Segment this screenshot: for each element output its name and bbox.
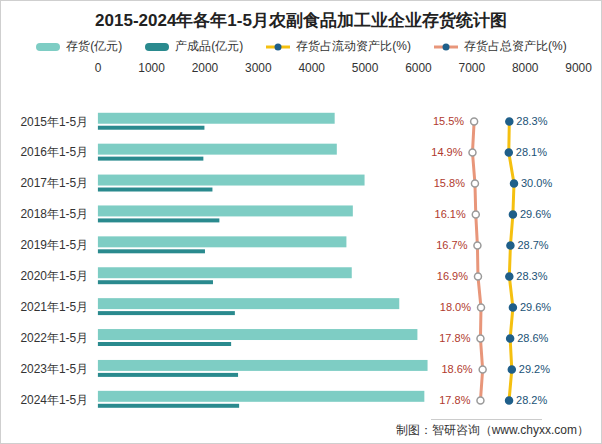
html-text:存货占流动资产比(%): 存货占流动资产比(%)	[296, 39, 411, 53]
svg-text:15.8%: 15.8%	[434, 177, 465, 189]
svg-text:1000: 1000	[138, 61, 165, 75]
svg-text:16.7%: 16.7%	[436, 239, 467, 251]
svg-text:0: 0	[95, 61, 102, 75]
html-text:制图：智研咨询（www.chyxx.com）: 制图：智研咨询（www.chyxx.com）	[395, 423, 589, 437]
svg-text:2022年1-5月: 2022年1-5月	[20, 331, 88, 345]
html-text:产成品(亿元): 产成品(亿元)	[175, 39, 244, 53]
svg-text:28.3%: 28.3%	[516, 270, 547, 282]
svg-text:2020年1-5月: 2020年1-5月	[20, 269, 88, 283]
svg-text:2019年1-5月: 2019年1-5月	[20, 238, 88, 252]
svg-text:16.1%: 16.1%	[435, 208, 466, 220]
svg-text:2015年1-5月: 2015年1-5月	[20, 115, 88, 129]
svg-text:28.6%: 28.6%	[517, 332, 548, 344]
svg-text:8000: 8000	[512, 61, 539, 75]
svg-text:2000: 2000	[192, 61, 219, 75]
svg-text:17.8%: 17.8%	[439, 394, 470, 406]
svg-text:18.6%: 18.6%	[441, 363, 472, 375]
svg-text:4000: 4000	[298, 61, 325, 75]
svg-text:6000: 6000	[405, 61, 432, 75]
svg-text:18.0%: 18.0%	[440, 301, 471, 313]
svg-text:14.9%: 14.9%	[431, 146, 462, 158]
svg-text:5000: 5000	[352, 61, 379, 75]
svg-text:30.0%: 30.0%	[521, 177, 552, 189]
html-text:存货(亿元): 存货(亿元)	[66, 39, 123, 53]
svg-text:28.7%: 28.7%	[517, 239, 548, 251]
svg-text:2018年1-5月: 2018年1-5月	[20, 207, 88, 221]
svg-text:16.9%: 16.9%	[437, 270, 468, 282]
svg-text:28.2%: 28.2%	[516, 394, 547, 406]
svg-text:2023年1-5月: 2023年1-5月	[20, 362, 88, 376]
svg-text:17.8%: 17.8%	[439, 332, 470, 344]
svg-text:9000: 9000	[565, 61, 592, 75]
html-text:存货占总资产比(%): 存货占总资产比(%)	[464, 39, 567, 53]
svg-text:2017年1-5月: 2017年1-5月	[20, 176, 88, 190]
svg-text:2021年1-5月: 2021年1-5月	[20, 300, 88, 314]
svg-text:7000: 7000	[459, 61, 486, 75]
svg-text:28.3%: 28.3%	[516, 115, 547, 127]
svg-text:29.2%: 29.2%	[519, 363, 550, 375]
svg-text:29.6%: 29.6%	[520, 301, 551, 313]
svg-text:3000: 3000	[245, 61, 272, 75]
svg-text:15.5%: 15.5%	[433, 115, 464, 127]
svg-text:29.6%: 29.6%	[520, 208, 551, 220]
svg-text:2016年1-5月: 2016年1-5月	[20, 145, 88, 159]
svg-text:2024年1-5月: 2024年1-5月	[20, 393, 88, 407]
html-text:2015-2024年各年1-5月农副食品加工业企业存货统计图: 2015-2024年各年1-5月农副食品加工业企业存货统计图	[95, 11, 507, 30]
svg-text:28.1%: 28.1%	[516, 146, 547, 158]
